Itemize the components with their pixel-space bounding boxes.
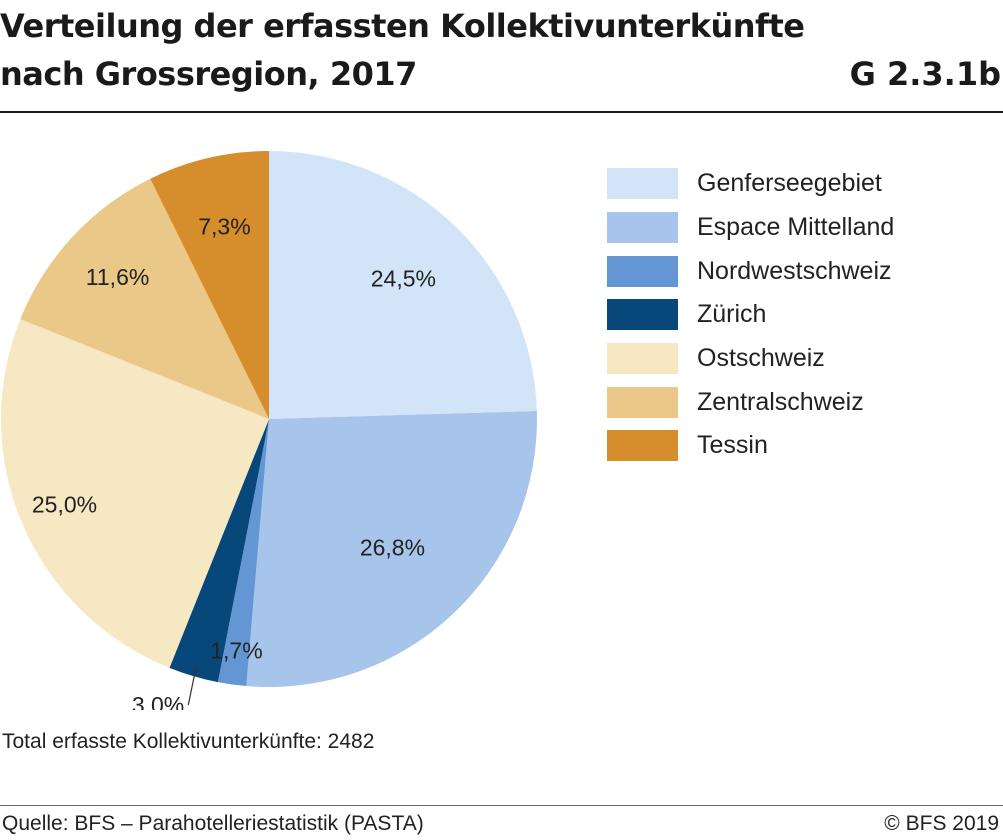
header-rule	[0, 111, 1003, 113]
legend-item-ostschweiz: Ostschweiz	[607, 337, 894, 381]
chart-id: G 2.3.1b	[849, 55, 1001, 93]
legend-swatch	[607, 386, 678, 418]
pie-slice-zentralschweiz	[20, 178, 269, 419]
legend-item-zuerich: Zürich	[607, 293, 894, 337]
pie-slice-ostschweiz	[0, 319, 270, 668]
footer-rule	[0, 805, 1003, 806]
legend-swatch	[607, 212, 678, 244]
legend: Genferseegebiet Espace Mittelland Nordwest…	[607, 162, 894, 468]
pie-slice-zuerich	[169, 419, 269, 683]
legend-label: Nordwestschweiz	[697, 256, 892, 285]
legend-label: Genferseegebiet	[697, 169, 882, 198]
legend-item-genferseegebiet: Genferseegebiet	[607, 162, 894, 206]
slice-label-espace-mittelland: 26,8%	[360, 534, 425, 560]
source-text: Quelle: BFS – Parahotelleriestatistik (P…	[2, 812, 424, 835]
pie-slice-nordwestschweiz	[217, 419, 269, 687]
pie-chart: 24,5% 26,8% 1,7% 3,0% 25,0% 11,6% 7,3%	[0, 151, 537, 710]
slice-label-genferseegebiet: 24,5%	[371, 266, 436, 292]
legend-item-zentralschweiz: Zentralschweiz	[607, 380, 894, 424]
legend-item-nordwestschweiz: Nordwestschweiz	[607, 249, 894, 293]
legend-label: Zürich	[697, 300, 767, 329]
legend-swatch	[607, 299, 678, 331]
chart-title: Verteilung der erfassten Kollektivunterk…	[0, 7, 805, 93]
slice-label-tessin: 7,3%	[198, 214, 250, 240]
slice-label-zuerich: 3,0%	[132, 692, 184, 710]
legend-swatch	[607, 343, 678, 375]
legend-label: Zentralschweiz	[697, 387, 864, 416]
legend-swatch	[607, 255, 678, 287]
legend-item-tessin: Tessin	[607, 424, 894, 468]
pie-slice-espace-mittelland	[246, 410, 537, 687]
legend-label: Tessin	[697, 431, 768, 460]
legend-item-espace-mittelland: Espace Mittelland	[607, 206, 894, 250]
slice-label-ostschweiz: 25,0%	[32, 492, 97, 518]
legend-swatch	[607, 430, 678, 462]
slice-label-nordwestschweiz: 1,7%	[210, 638, 262, 664]
total-note: Total erfasste Kollektivunterkünfte: 248…	[2, 730, 375, 753]
slice-label-zentralschweiz: 11,6%	[86, 264, 150, 290]
leader-line-zuerich	[187, 665, 197, 706]
pie-slice-tessin	[150, 151, 269, 419]
legend-label: Espace Mittelland	[697, 213, 895, 242]
legend-label: Ostschweiz	[697, 344, 825, 373]
pie-slice-genferseegebiet	[269, 151, 537, 419]
copyright-text: © BFS 2019	[884, 812, 999, 835]
legend-swatch	[607, 168, 678, 200]
